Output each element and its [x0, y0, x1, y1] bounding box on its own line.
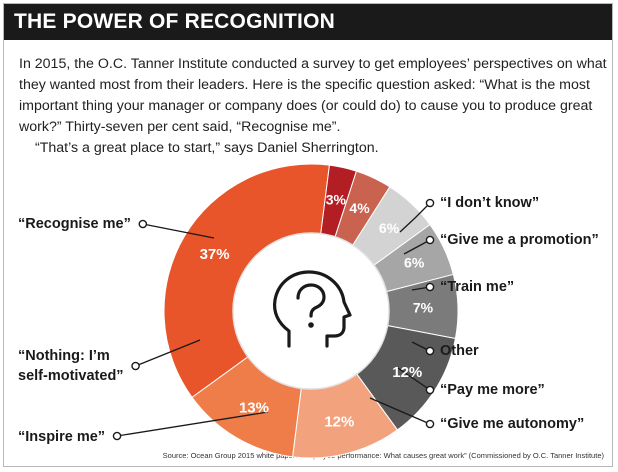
pct-label-other: 6% — [404, 254, 425, 270]
leader-dot-inspire-me — [112, 431, 122, 441]
infographic-frame: THE POWER OF RECOGNITION In 2015, the O.… — [3, 3, 613, 467]
intro-text: In 2015, the O.C. Tanner Institute condu… — [19, 54, 609, 159]
leader-dot-other — [425, 346, 435, 356]
leader-self-motivated — [135, 339, 201, 367]
donut-slices — [163, 163, 459, 459]
leader-recognise-me — [142, 223, 215, 239]
pct-label-train-me: 6% — [379, 220, 400, 236]
pct-label-give-autonomy: 12% — [392, 364, 422, 381]
percent-labels: 37% 3%4% 6% 6% 7% 12% 12% 13% — [200, 192, 434, 431]
leader-dot-give-promotion — [425, 235, 435, 245]
head-question-icon — [272, 270, 352, 348]
category-label-other: Other — [440, 343, 479, 359]
category-label-i-dont-know: “I don’t know” — [440, 195, 539, 211]
leader-dot-train-me — [425, 282, 435, 292]
leader-dot-self-motivated — [131, 361, 140, 371]
category-label-recognise-me: “Recognise me” — [18, 216, 131, 232]
leader-pay-me-more — [397, 367, 431, 391]
leader-i-dont-know — [399, 202, 431, 233]
leader-dot-recognise-me — [138, 219, 148, 229]
source-note: Source: Ocean Group 2015 white paper: “E… — [162, 451, 604, 460]
title-bar: THE POWER OF RECOGNITION — [4, 4, 612, 40]
intro-quote: “That’s a great place to start,” says Da… — [35, 140, 379, 156]
category-label-give-promotion: “Give me a promotion” — [440, 232, 599, 248]
page-title: THE POWER OF RECOGNITION — [14, 10, 335, 33]
leader-lines — [112, 198, 435, 441]
pct-label-give-promotion: 4% — [349, 200, 370, 216]
category-label-inspire-me: “Inspire me” — [18, 429, 105, 445]
leader-dot-give-autonomy — [425, 419, 435, 429]
category-label-train-me: “Train me” — [440, 279, 514, 295]
leader-dot-pay-me-more — [425, 385, 435, 395]
leader-dot-i-dont-know — [425, 198, 435, 208]
category-label-pay-me-more: “Pay me more” — [440, 382, 545, 398]
pct-label-pay-me-more: 7% — [413, 299, 434, 315]
category-labels: “Recognise me” “I don’t know” “Give me a p… — [18, 195, 599, 445]
category-label-give-autonomy: “Give me autonomy” — [440, 416, 584, 432]
intro-paragraph: In 2015, the O.C. Tanner Institute condu… — [19, 56, 607, 135]
leader-give-autonomy — [369, 397, 431, 425]
pct-label-inspire-me: 12% — [324, 413, 354, 430]
pct-label-self-motivated: 13% — [239, 399, 269, 416]
pct-label-i-dont-know: 3% — [326, 192, 347, 208]
leader-inspire-me — [116, 411, 269, 437]
pct-label-recognise-me: 37% — [200, 246, 230, 263]
category-label-self-motivated: “Nothing: I’m self-motivated” — [18, 348, 124, 384]
leader-give-promotion — [403, 239, 431, 255]
